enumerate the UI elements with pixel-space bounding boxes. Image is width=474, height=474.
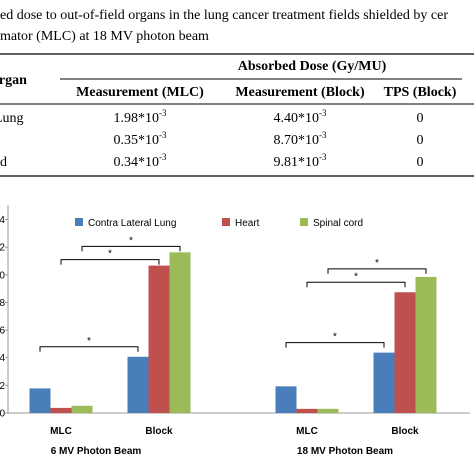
legend-swatch xyxy=(300,218,308,226)
legend-swatch xyxy=(222,218,230,226)
bar xyxy=(275,386,297,413)
bar xyxy=(29,388,51,413)
table-cell: 1.98*10-3 xyxy=(114,108,167,126)
cell-exponent: -3 xyxy=(159,130,167,140)
significance-star: * xyxy=(108,249,112,260)
cell-base: 0.35*10 xyxy=(114,133,160,148)
cell-exponent: -3 xyxy=(319,108,327,118)
column-header: Measurement (MLC) xyxy=(76,85,204,100)
table-header: Organ xyxy=(0,73,27,88)
table-cell: 0 xyxy=(417,155,424,170)
group-label: 18 MV Photon Beam xyxy=(297,446,393,457)
organ-cell: Lung xyxy=(0,111,24,126)
cell-base: 0 xyxy=(417,155,424,170)
significance-bracket xyxy=(285,342,385,348)
y-tick-label: 6 xyxy=(0,326,5,337)
table-cell: 0 xyxy=(417,133,424,148)
legend-label: Heart xyxy=(235,218,260,229)
y-tick-label: 8 xyxy=(0,298,5,309)
significance-star: * xyxy=(354,271,358,282)
bar xyxy=(169,252,191,413)
group-label: 6 MV Photon Beam xyxy=(51,446,142,457)
legend-label: Contra Lateral Lung xyxy=(88,218,176,229)
bar xyxy=(148,265,170,413)
cell-exponent: -3 xyxy=(319,152,327,162)
table-cell: 8.70*10-3 xyxy=(274,130,327,148)
y-tick-label: 12 xyxy=(0,243,5,254)
table-cell: 0 xyxy=(417,111,424,126)
bar xyxy=(317,408,339,413)
cell-exponent: -3 xyxy=(319,130,327,140)
bar xyxy=(373,352,395,413)
significance-bracket xyxy=(60,259,160,265)
cell-base: 0.34*10 xyxy=(114,155,160,170)
cell-base: 1.98*10 xyxy=(114,111,160,126)
y-tick-label: 4 xyxy=(0,353,5,364)
bar xyxy=(296,408,318,413)
y-tick-label: 2 xyxy=(0,381,5,392)
bar xyxy=(127,356,149,413)
y-tick-label: 10 xyxy=(0,270,5,281)
significance-bracket xyxy=(39,346,139,352)
cell-base: 4.40*10 xyxy=(274,111,320,126)
cell-exponent: -3 xyxy=(159,152,167,162)
significance-star: * xyxy=(87,336,91,347)
bar xyxy=(394,292,416,413)
significance-star: * xyxy=(129,235,133,246)
x-tick-label: Block xyxy=(145,426,173,437)
bar xyxy=(415,276,437,413)
table-cell: 4.40*10-3 xyxy=(274,108,327,126)
significance-bracket xyxy=(306,281,406,288)
x-tick-label: Block xyxy=(391,426,419,437)
cell-base: 9.81*10 xyxy=(274,155,320,170)
table-cell: 0.35*10-3 xyxy=(114,130,167,148)
table-header: Absorbed Dose (Gy/MU) xyxy=(238,59,387,74)
organ-cell: d xyxy=(0,155,7,170)
x-tick-label: MLC xyxy=(50,426,72,437)
significance-star: * xyxy=(375,258,379,269)
column-header: TPS (Block) xyxy=(384,85,457,100)
table-cell: 9.81*10-3 xyxy=(274,152,327,170)
bar xyxy=(50,407,72,413)
significance-bracket xyxy=(81,245,181,252)
cell-base: 0 xyxy=(417,111,424,126)
caption-line: ed dose to out-of-field organs in the lu… xyxy=(0,8,448,23)
cell-base: 8.70*10 xyxy=(274,133,320,148)
cell-exponent: -3 xyxy=(159,108,167,118)
bar xyxy=(71,405,93,413)
caption-line: mator (MLC) at 18 MV photon beam xyxy=(0,29,209,44)
column-header: Measurement (Block) xyxy=(235,85,365,100)
y-tick-label: 0 xyxy=(0,409,5,420)
legend-label: Spinal cord xyxy=(313,218,363,229)
table-cell: 0.34*10-3 xyxy=(114,152,167,170)
significance-bracket xyxy=(327,268,427,274)
x-tick-label: MLC xyxy=(296,426,318,437)
cell-base: 0 xyxy=(417,133,424,148)
legend-swatch xyxy=(75,218,83,226)
y-tick-label: 14 xyxy=(0,215,5,226)
significance-star: * xyxy=(333,332,337,343)
